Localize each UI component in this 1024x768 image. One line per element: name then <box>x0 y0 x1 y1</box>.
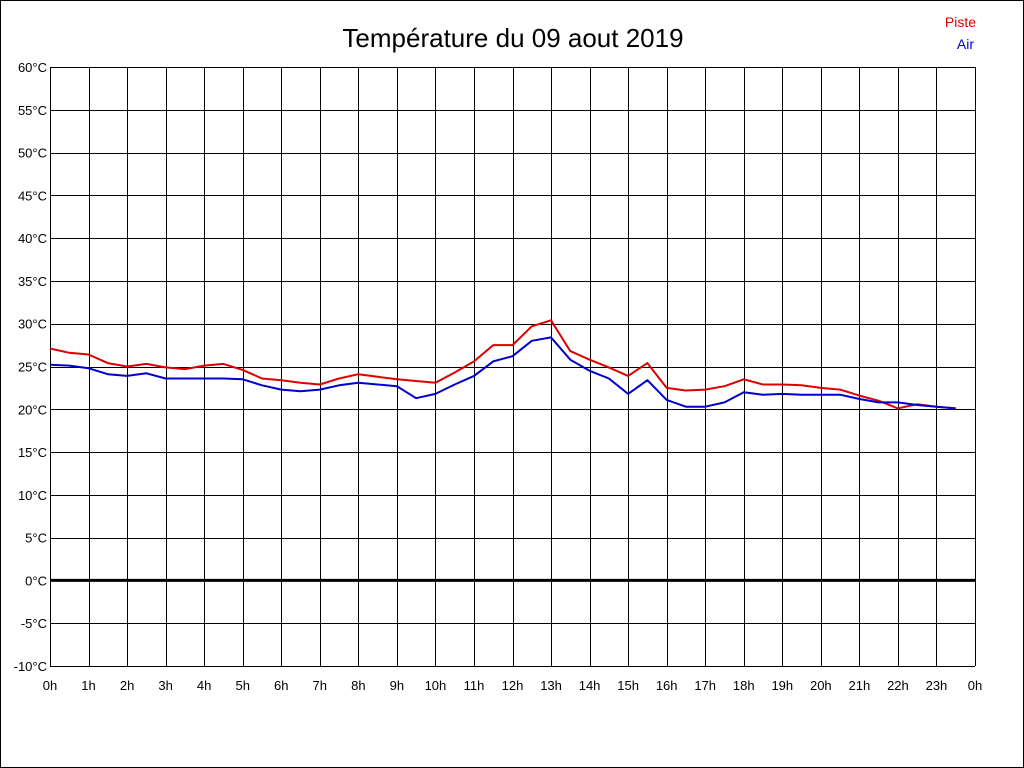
y-tick-label: 45°C <box>18 188 47 203</box>
x-tick-label: 10h <box>425 678 447 693</box>
x-tick-label: 15h <box>617 678 639 693</box>
x-tick-label: 20h <box>810 678 832 693</box>
x-tick-label: 5h <box>235 678 249 693</box>
y-tick-label: 15°C <box>18 445 47 460</box>
x-tick-label: 18h <box>733 678 755 693</box>
y-tick-label: -10°C <box>14 659 47 674</box>
x-tick-label: 12h <box>502 678 524 693</box>
legend-entry-air: Air <box>957 36 974 52</box>
y-tick-label: 30°C <box>18 317 47 332</box>
legend-entry-piste: Piste <box>945 14 976 30</box>
y-tick-label: 35°C <box>18 274 47 289</box>
y-tick-label: 55°C <box>18 103 47 118</box>
x-tick-label: 19h <box>771 678 793 693</box>
x-tick-label: 23h <box>926 678 948 693</box>
x-tick-label: 0h <box>968 678 982 693</box>
x-tick-label: 6h <box>274 678 288 693</box>
x-tick-label: 2h <box>120 678 134 693</box>
y-tick-label: 20°C <box>18 402 47 417</box>
y-tick-label: 10°C <box>18 488 47 503</box>
x-tick-label: 0h <box>43 678 57 693</box>
y-tick-label: 50°C <box>18 146 47 161</box>
x-tick-label: 16h <box>656 678 678 693</box>
x-tick-label: 4h <box>197 678 211 693</box>
chart-title: Température du 09 aout 2019 <box>342 23 683 53</box>
axis-labels: 60°C 55°C 50°C 45°C 40°C 35°C 30°C 25°C 20°C 15°C… <box>14 60 983 693</box>
x-tick-label: 17h <box>694 678 716 693</box>
y-tick-label: 5°C <box>25 531 47 546</box>
y-tick-label: -5°C <box>21 616 47 631</box>
x-tick-label: 13h <box>540 678 562 693</box>
x-tick-label: 3h <box>158 678 172 693</box>
x-tick-label: 22h <box>887 678 909 693</box>
x-tick-label: 11h <box>464 678 485 693</box>
series-line-air <box>49 336 956 410</box>
series-line-piste <box>49 319 956 410</box>
x-tick-label: 21h <box>849 678 871 693</box>
x-tick-label: 1h <box>81 678 95 693</box>
grid-lines <box>50 67 976 667</box>
y-tick-label: 0°C <box>25 573 47 588</box>
x-tick-label: 8h <box>351 678 365 693</box>
y-tick-label: 40°C <box>18 231 47 246</box>
series-layer <box>49 319 956 410</box>
x-tick-label: 14h <box>579 678 601 693</box>
x-tick-label: 9h <box>390 678 404 693</box>
y-tick-label: 60°C <box>18 60 47 75</box>
x-tick-label: 7h <box>313 678 327 693</box>
y-tick-label: 25°C <box>18 360 47 375</box>
